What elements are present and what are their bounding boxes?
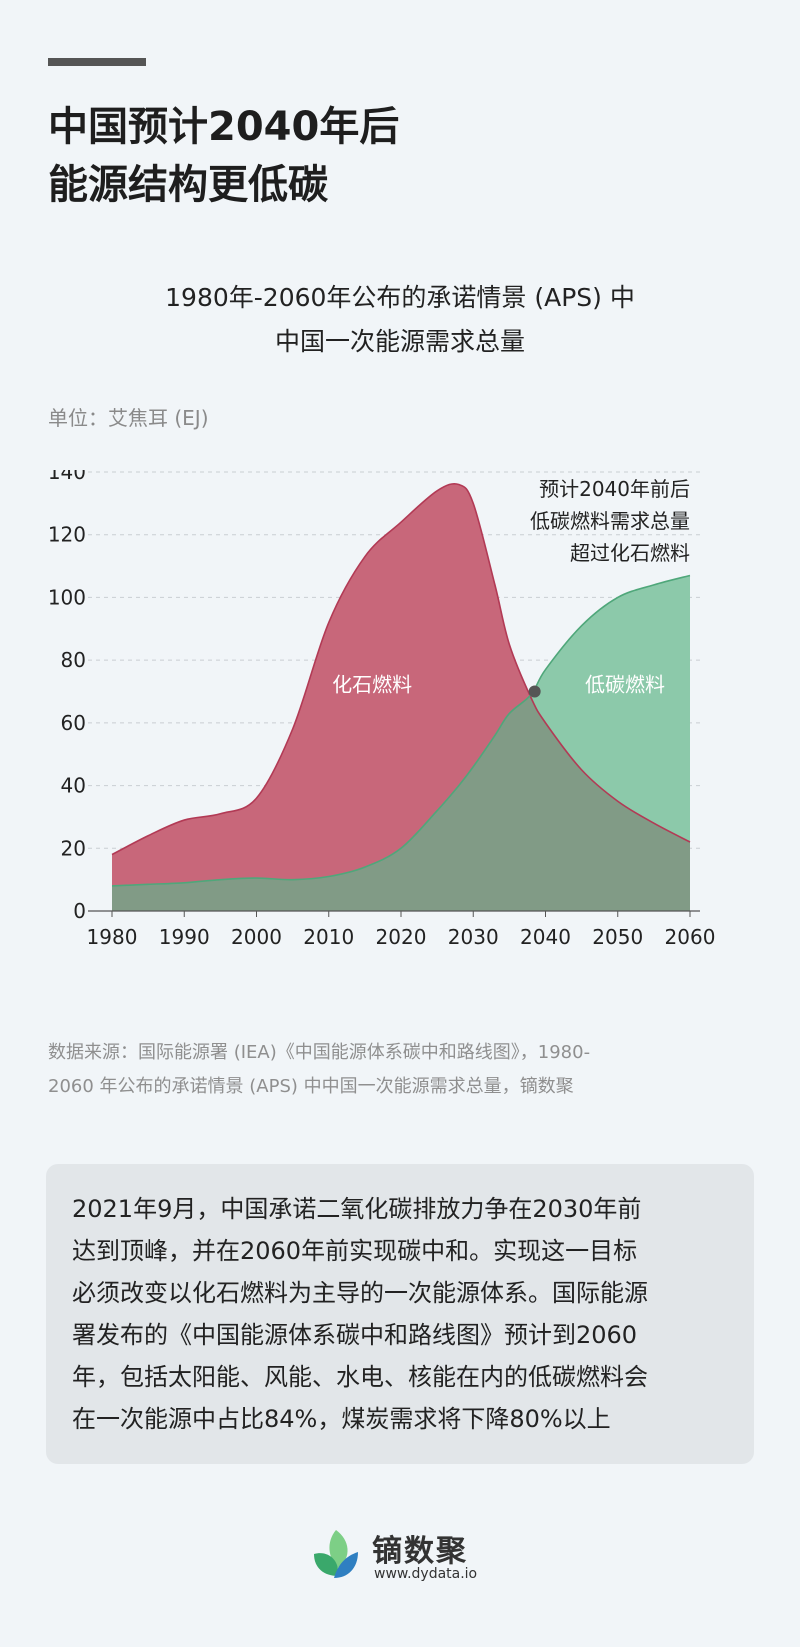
low-carbon-series-label: 低碳燃料 [585, 673, 665, 697]
y-tick-label: 100 [48, 585, 86, 609]
page-title-line-2: 能源结构更低碳 [48, 162, 328, 208]
y-tick-label: 20 [61, 836, 86, 860]
y-tick-label: 140 [48, 470, 86, 484]
description-line: 必须改变以化石燃料为主导的一次能源体系。国际能源 [72, 1279, 648, 1307]
x-tick-label: 2060 [665, 925, 716, 949]
x-tick-label: 2010 [303, 925, 354, 949]
description-line: 年，包括太阳能、风能、水电、核能在内的低碳燃料会 [72, 1363, 648, 1391]
x-tick-label: 1980 [87, 925, 138, 949]
description-line: 2021年9月，中国承诺二氧化碳排放力争在2030年前 [72, 1195, 642, 1223]
description-line: 在一次能源中占比84%，煤炭需求将下降80%以上 [72, 1405, 611, 1433]
logo-name: 镝数聚 [372, 1534, 468, 1569]
low-carbon-line [111, 574, 691, 887]
y-tick-label: 0 [73, 899, 86, 923]
logo-leaf-icon [314, 1530, 358, 1578]
annotation-line: 低碳燃料需求总量 [530, 509, 690, 533]
title-accent-bar [48, 58, 146, 66]
x-tick-label: 2000 [231, 925, 282, 949]
description-line: 达到顶峰，并在2060年前实现碳中和。实现这一目标 [72, 1237, 638, 1265]
x-tick-label: 1990 [159, 925, 210, 949]
fossil-fuel-line [111, 482, 691, 856]
y-tick-label: 40 [61, 774, 86, 798]
y-tick-label: 80 [61, 648, 86, 672]
logo-url: www.dydata.io [374, 1566, 478, 1582]
unit-label: 单位：艾焦耳 (EJ) [48, 406, 209, 430]
data-source-line-2: 2060 年公布的承诺情景 (APS) 中中国一次能源需求总量，镝数聚 [48, 1076, 574, 1097]
y-tick-label: 120 [48, 523, 86, 547]
annotation-line: 超过化石燃料 [570, 541, 690, 565]
description-box: 2021年9月，中国承诺二氧化碳排放力争在2030年前 达到顶峰，并在2060年… [46, 1164, 754, 1464]
chart-subtitle-line-1: 1980年-2060年公布的承诺情景 (APS) 中 [165, 283, 635, 312]
x-tick-label: 2040 [520, 925, 571, 949]
x-tick-label: 2050 [592, 925, 643, 949]
crossover-point [528, 685, 541, 698]
description-line: 署发布的《中国能源体系碳中和路线图》预计到2060 [72, 1321, 638, 1349]
x-tick-label: 2020 [376, 925, 427, 949]
chart-subtitle-line-2: 中国一次能源需求总量 [274, 327, 525, 356]
chart-subtitle: 1980年-2060年公布的承诺情景 (APS) 中 中国一次能源需求总量 [0, 276, 800, 364]
y-tick-label: 60 [61, 711, 86, 735]
page-title: 中国预计2040年后 能源结构更低碳 [48, 98, 748, 214]
data-source-line-1: 数据来源：国际能源署 (IEA)《中国能源体系碳中和路线图》，1980- [48, 1042, 591, 1063]
x-tick-label: 2030 [448, 925, 499, 949]
overlap-area [112, 575, 690, 911]
page-title-line-1: 中国预计2040年后 [48, 104, 400, 150]
annotation-line: 预计2040年前后 [539, 477, 690, 501]
fossil-fuel-series-label: 化石燃料 [332, 673, 412, 697]
data-source: 数据来源：国际能源署 (IEA)《中国能源体系碳中和路线图》，1980- 206… [48, 1036, 758, 1104]
